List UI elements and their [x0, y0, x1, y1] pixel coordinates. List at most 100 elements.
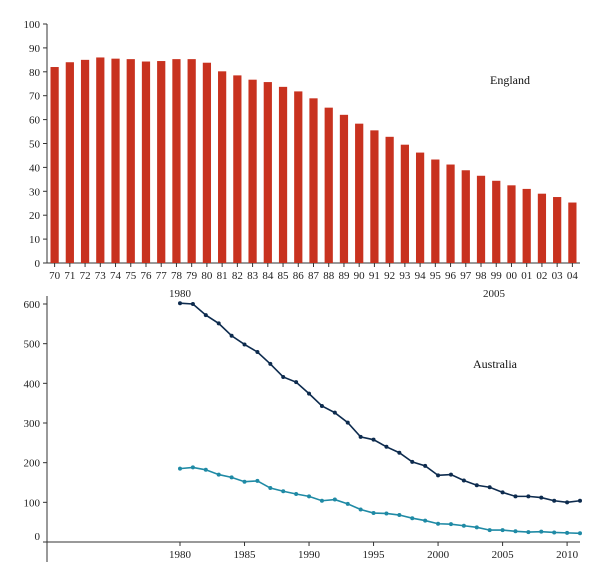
england-y-tick-label: 0	[35, 258, 41, 270]
australia-x-tick-label: 1995	[363, 549, 386, 561]
australia-series-point	[500, 528, 505, 533]
england-bar	[294, 91, 303, 263]
england-y-ticks: 0 10 20 30 40 50 60 70 80 90 100	[24, 19, 47, 270]
australia-series-point	[371, 437, 376, 442]
australia-series-point	[565, 500, 570, 505]
australia-series-point	[358, 434, 363, 439]
england-x-tick-label: 81	[217, 270, 228, 282]
england-bar	[553, 197, 562, 263]
australia-series-point	[358, 507, 363, 512]
australia-series-point	[307, 391, 312, 396]
england-x-tick-label: 99	[491, 270, 503, 282]
australia-series-point	[294, 492, 299, 497]
australia-series-point	[242, 342, 247, 347]
england-bar	[172, 59, 181, 264]
england-bar	[476, 175, 486, 263]
australia-series-point	[578, 531, 582, 536]
australia-series-point	[216, 472, 221, 477]
england-annotation: England	[490, 73, 530, 87]
england-x-tick-label: 75	[125, 270, 137, 282]
england-x-tick-label: 85	[278, 270, 290, 282]
australia-series-point	[436, 521, 441, 526]
england-bar	[537, 193, 547, 263]
australia-series-point	[319, 403, 324, 408]
england-x-tick-label: 83	[247, 270, 259, 282]
australia-series-point	[436, 473, 441, 478]
australia-annotation: Australia	[473, 357, 518, 371]
england-y-tick-label: 20	[29, 210, 41, 222]
australia-series-point	[513, 494, 518, 499]
australia-series-point	[423, 463, 428, 468]
australia-series-point	[242, 479, 247, 484]
australia-series-point	[371, 511, 376, 516]
australia-series-point	[552, 498, 557, 503]
england-x-ticks: 70 71 72 73 74 75 76 77 78 79 80 81 82 83 84 85 86 87 88 89…	[49, 263, 578, 282]
england-bar	[65, 62, 74, 263]
australia-series-point	[397, 450, 402, 455]
england-bars	[50, 57, 577, 264]
australia-series-point	[500, 490, 505, 495]
england-x-tick-label: 76	[140, 270, 152, 282]
england-x-tick-label: 97	[460, 270, 472, 282]
england-bar	[461, 170, 470, 263]
australia-y-tick-label: 0	[35, 531, 41, 543]
australia-series-point	[203, 313, 208, 318]
england-y-tick-label: 80	[29, 67, 41, 79]
england-bar	[400, 144, 409, 263]
england-bar	[522, 188, 531, 263]
england-x-tick-label: 01	[521, 270, 532, 282]
england-bar	[96, 57, 105, 264]
australia-line-chart: 0 100 200 300 400 500 600 1980 1985 1990 1995 2000…	[24, 288, 582, 562]
australia-series-point	[345, 501, 350, 506]
england-bar	[248, 79, 257, 263]
england-x-tick-label: 78	[171, 270, 183, 282]
australia-series-point	[410, 459, 415, 464]
england-bar	[507, 185, 516, 263]
australia-series-point	[178, 466, 182, 471]
england-y-tick-label: 60	[29, 115, 41, 127]
england-x-tick-label: 00	[506, 270, 518, 282]
england-x-tick-label: 71	[64, 270, 75, 282]
england-x-tick-label: 84	[262, 270, 274, 282]
australia-series-point	[461, 478, 466, 483]
australia-series-point	[281, 489, 286, 494]
england-x-tick-label: 89	[338, 270, 350, 282]
england-x-tick-label: 87	[308, 270, 320, 282]
england-bar	[157, 61, 166, 263]
england-x-tick-label: 95	[430, 270, 442, 282]
england-bar	[385, 136, 394, 263]
australia-series-point	[178, 301, 182, 306]
england-y-tick-label: 10	[29, 234, 41, 246]
england-y-tick-label: 100	[24, 19, 41, 31]
england-x-tick-label: 72	[80, 270, 91, 282]
england-x-tick-label: 88	[323, 270, 335, 282]
england-x-tick-label: 98	[476, 270, 488, 282]
australia-series-point	[513, 529, 518, 534]
australia-series-point	[319, 498, 324, 503]
australia-x-ticks: 1980 1985 1990 1995 2000 2005 2010	[169, 542, 579, 561]
england-x-tick-label: 93	[399, 270, 411, 282]
australia-series-point	[190, 465, 195, 470]
australia-series-point	[526, 530, 531, 535]
australia-series-point	[190, 302, 195, 306]
australia-series	[178, 301, 582, 536]
australia-series-point	[294, 380, 299, 385]
england-x-tick-label: 80	[201, 270, 213, 282]
australia-series-point	[565, 530, 570, 535]
australia-series-point	[281, 374, 286, 379]
england-x-tick-label: 03	[552, 270, 564, 282]
australia-series-point	[345, 420, 350, 425]
australia-top-label-2005: 2005	[483, 288, 506, 300]
england-x-tick-label: 70	[49, 270, 61, 282]
australia-y-ticks: 0 100 200 300 400 500 600	[24, 299, 47, 543]
australia-series-point	[203, 467, 208, 472]
england-x-tick-label: 91	[369, 270, 380, 282]
australia-y-tick-label: 600	[24, 299, 41, 311]
australia-series-point	[526, 494, 531, 499]
australia-series-point	[268, 486, 273, 491]
england-bar	[324, 107, 333, 264]
england-bar	[126, 59, 135, 264]
england-x-tick-label: 74	[110, 270, 122, 282]
australia-series-point	[384, 444, 389, 449]
england-bar	[50, 67, 59, 264]
